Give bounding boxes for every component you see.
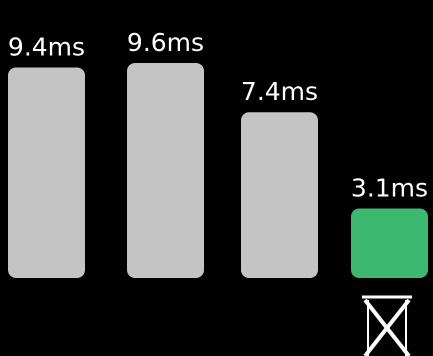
bar-4 bbox=[351, 208, 428, 278]
bar-value-label-4: 3.1ms bbox=[351, 174, 428, 203]
bar-3 bbox=[241, 112, 318, 279]
bar-value-label-3: 7.4ms bbox=[241, 77, 318, 106]
bar-value-label-1: 9.4ms bbox=[8, 32, 85, 61]
hourglass-icon bbox=[362, 295, 412, 356]
bar-value-label-2: 9.6ms bbox=[127, 28, 204, 57]
bar-2 bbox=[127, 62, 204, 279]
bar-1 bbox=[8, 67, 85, 278]
labels-layer: 9.4ms 9.6ms 7.4ms 3.1ms bbox=[8, 28, 428, 203]
bars-layer bbox=[8, 62, 428, 279]
